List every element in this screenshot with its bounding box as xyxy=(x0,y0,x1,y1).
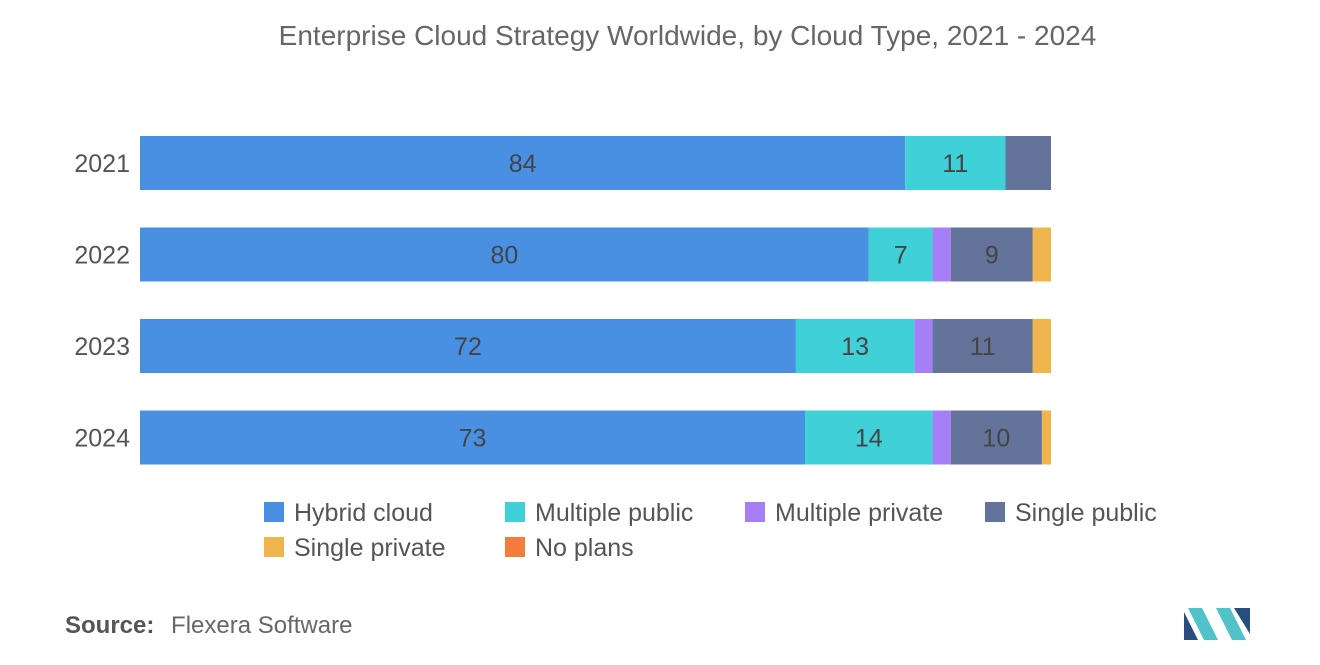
logo-right-shape xyxy=(1216,608,1246,640)
bar-segment xyxy=(1032,227,1051,282)
bar-segment xyxy=(140,227,869,282)
data-label: 9 xyxy=(985,242,999,270)
legend-label: Single private xyxy=(294,534,445,562)
bar-segment xyxy=(932,319,1033,373)
chart-title: Enterprise Cloud Strategy Worldwide, by … xyxy=(278,20,1097,51)
bar-segment xyxy=(932,410,951,465)
bar-segment xyxy=(868,227,933,282)
source-text: Flexera Software xyxy=(171,612,353,639)
legend-item: Multiple public xyxy=(505,499,693,527)
brand-logo xyxy=(1184,608,1250,640)
data-label: 13 xyxy=(841,333,869,361)
legend-swatch xyxy=(264,502,284,522)
legend-swatch xyxy=(505,537,525,557)
legend-label: Multiple public xyxy=(535,499,693,527)
bar-segment xyxy=(914,319,933,373)
y-tick-labels-layer: 2021 2022 2023 2024 xyxy=(74,150,130,453)
legend-item: No plans xyxy=(505,534,634,562)
legend-label: Single public xyxy=(1015,499,1157,527)
bar-segment xyxy=(1041,410,1051,465)
legend-item: Single public xyxy=(985,499,1157,527)
legend: Hybrid cloud Multiple public Multiple priv… xyxy=(264,499,1157,562)
source-note: Source: Flexera Software xyxy=(65,612,352,640)
source-label: Source: xyxy=(65,612,155,639)
data-label: 10 xyxy=(982,425,1010,453)
legend-item: Hybrid cloud xyxy=(264,499,433,527)
bar-segment xyxy=(1032,319,1051,373)
bars-layer xyxy=(140,136,1051,465)
legend-swatch xyxy=(745,502,765,522)
data-label: 11 xyxy=(942,150,968,178)
y-tick-label: 2023 xyxy=(74,333,130,361)
bar-segment xyxy=(950,410,1042,465)
data-label: 14 xyxy=(855,425,883,453)
bar-segment xyxy=(140,319,796,373)
legend-item: Single private xyxy=(264,534,445,562)
logo-mid-shape xyxy=(1188,608,1218,640)
data-label: 7 xyxy=(894,242,908,270)
bar-segment xyxy=(805,410,933,465)
data-label: 73 xyxy=(459,425,487,453)
data-label: 72 xyxy=(454,333,482,361)
data-label: 84 xyxy=(509,150,537,178)
legend-label: No plans xyxy=(535,534,634,562)
legend-swatch xyxy=(985,502,1005,522)
legend-item: Multiple private xyxy=(745,499,943,527)
bar-segment xyxy=(905,136,1006,190)
bar-segment xyxy=(140,136,906,190)
bar-segment xyxy=(795,319,915,373)
bar-segment xyxy=(932,227,951,282)
y-tick-label: 2022 xyxy=(74,242,130,270)
data-label: 11 xyxy=(970,333,996,361)
bar-segment xyxy=(950,227,1033,282)
legend-label: Hybrid cloud xyxy=(294,499,433,527)
y-tick-label: 2024 xyxy=(74,425,130,453)
y-tick-label: 2021 xyxy=(74,150,130,178)
bar-segment xyxy=(1005,136,1051,190)
data-labels-layer: 84 11 80 7 9 72 13 11 73 14 10 xyxy=(454,150,1010,453)
legend-label: Multiple private xyxy=(775,499,943,527)
data-label: 80 xyxy=(490,242,518,270)
legend-swatch xyxy=(505,502,525,522)
logo-left-shape xyxy=(1184,612,1198,640)
legend-swatch xyxy=(264,537,284,557)
logo-right-edge xyxy=(1234,608,1250,634)
bar-segment xyxy=(140,410,806,465)
